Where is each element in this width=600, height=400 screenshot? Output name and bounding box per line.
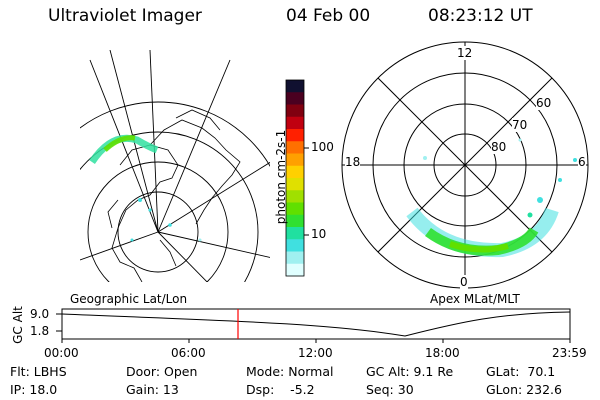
colorbar-segment xyxy=(286,202,304,216)
right-panel-label: Apex MLat/MLT xyxy=(430,292,520,306)
colorbar-tick-100: 100 xyxy=(311,140,334,154)
filter-readout: Flt: LBHS xyxy=(10,364,67,379)
colorbar-segment xyxy=(286,214,304,228)
aurora-speckles-left xyxy=(89,134,202,242)
x-tick-00: 00:00 xyxy=(44,346,79,360)
colorbar-segment xyxy=(286,153,304,167)
mlt-label-12: 12 xyxy=(457,46,473,60)
mlt-label-0: 0 xyxy=(460,275,468,289)
app-title: Ultraviolet Imager xyxy=(48,6,202,26)
colorbar-segment xyxy=(286,227,304,240)
colorbar-segment xyxy=(286,165,304,179)
colorbar-tick-10: 10 xyxy=(311,227,327,241)
colorbar-segment xyxy=(286,92,304,105)
x-tick-18: 18:00 xyxy=(425,346,460,360)
colorbar-segment xyxy=(286,263,304,277)
gc-alt-readout: GC Alt: 9.1 Re xyxy=(366,364,454,379)
dsp-readout: Dsp: -5.2 xyxy=(246,382,315,397)
altitude-ytick-9: 9.0 xyxy=(30,307,50,321)
mlat-label-70: 70 xyxy=(512,118,528,132)
ip-readout: IP: 18.0 xyxy=(10,382,58,397)
left-panel-label: Geographic Lat/Lon xyxy=(70,292,188,306)
colorbar-segment xyxy=(286,190,304,203)
mlat-label-80: 80 xyxy=(491,140,507,154)
colorbar-segment xyxy=(286,80,304,93)
mlt-label-18: 18 xyxy=(345,155,361,169)
aurora-band-right xyxy=(406,138,577,258)
altitude-ylabel: GC Alt xyxy=(11,306,25,344)
colorbar-segment xyxy=(286,251,304,265)
glat-readout: GLat: 70.1 xyxy=(486,364,556,379)
x-tick-2359: 23:59 xyxy=(552,346,587,360)
x-tick-12: 12:00 xyxy=(298,346,333,360)
glon-readout: GLon: 232.6 xyxy=(486,382,562,397)
colorbar-segment xyxy=(286,129,304,142)
colorbar-segment xyxy=(286,116,304,130)
date-label: 04 Feb 00 xyxy=(286,6,371,26)
mlt-label-6: 6 xyxy=(578,155,586,169)
gain-readout: Gain: 13 xyxy=(126,382,179,397)
colorbar-segment xyxy=(286,104,304,118)
x-tick-06: 06:00 xyxy=(171,346,206,360)
time-label: 08:23:12 UT xyxy=(428,6,533,26)
mlat-label-60: 60 xyxy=(536,96,552,110)
colorbar-segment xyxy=(286,141,304,154)
altitude-ytick-1_8: 1.8 xyxy=(30,324,50,338)
seq-readout: Seq: 30 xyxy=(366,382,414,397)
colorbar-segment xyxy=(286,178,304,191)
mode-readout: Mode: Normal xyxy=(246,364,334,379)
door-readout: Door: Open xyxy=(126,364,198,379)
colorbar-segment xyxy=(286,239,304,252)
